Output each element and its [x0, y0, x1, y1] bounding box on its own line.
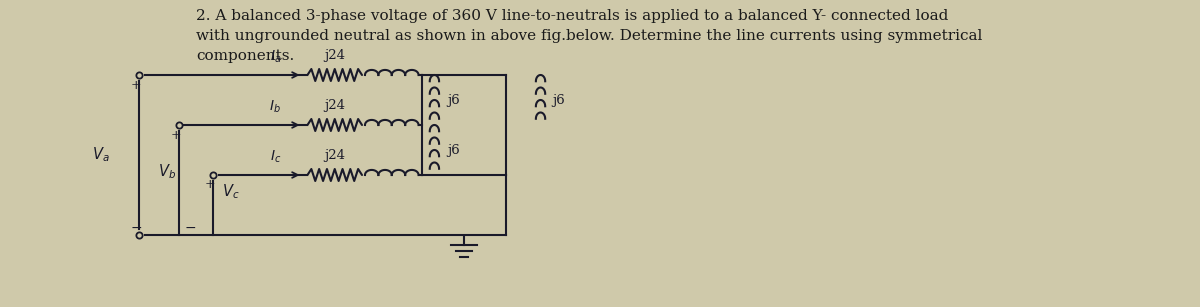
- Text: j24: j24: [324, 99, 346, 112]
- Text: $I_c$: $I_c$: [270, 149, 281, 165]
- Text: $V_c$: $V_c$: [222, 183, 240, 201]
- Text: +: +: [131, 79, 142, 91]
- Text: j6: j6: [448, 94, 460, 107]
- Text: −: −: [130, 221, 142, 235]
- Text: $I_b$: $I_b$: [269, 99, 281, 115]
- Text: j6: j6: [448, 143, 460, 157]
- Text: j24: j24: [324, 149, 346, 162]
- Text: $V_a$: $V_a$: [92, 146, 110, 164]
- Text: j6: j6: [552, 94, 565, 107]
- Text: −: −: [185, 221, 197, 235]
- Text: j24: j24: [324, 49, 346, 62]
- Text: 2. A balanced 3-phase voltage of 360 V line-to-neutrals is applied to a balanced: 2. A balanced 3-phase voltage of 360 V l…: [197, 9, 983, 63]
- Text: +: +: [170, 129, 181, 142]
- Text: +: +: [205, 178, 216, 192]
- Text: $I_a$: $I_a$: [270, 49, 281, 65]
- Text: $V_b$: $V_b$: [157, 163, 175, 181]
